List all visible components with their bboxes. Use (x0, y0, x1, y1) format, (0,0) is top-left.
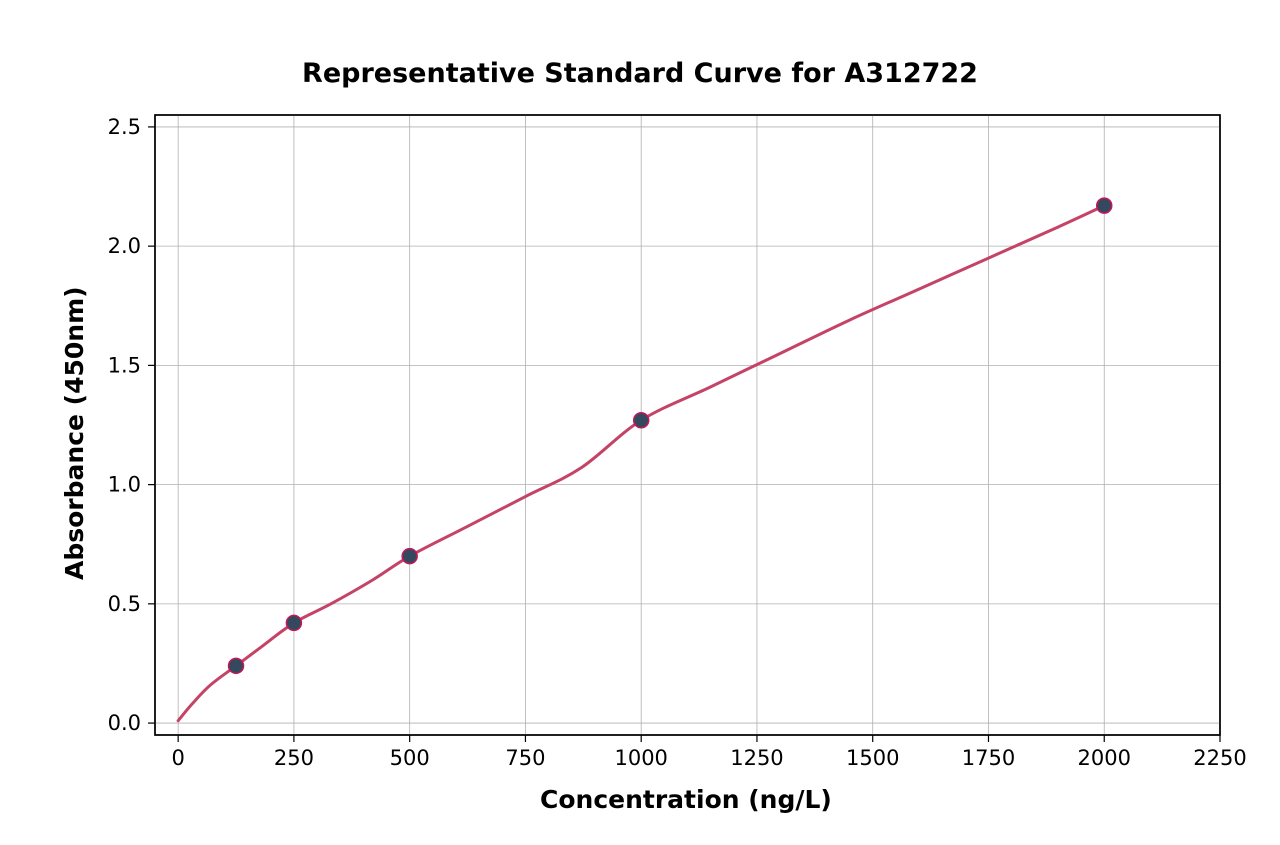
data-point (229, 658, 244, 673)
y-tick-label: 0.0 (108, 711, 141, 735)
y-tick-label: 1.5 (108, 353, 141, 377)
y-tick-label: 1.0 (108, 473, 141, 497)
x-tick-label: 250 (274, 746, 314, 770)
x-tick-label: 750 (505, 746, 545, 770)
y-tick-label: 2.0 (108, 234, 141, 258)
x-tick-label: 0 (171, 746, 184, 770)
y-tick-label: 0.5 (108, 592, 141, 616)
x-tick-label: 1500 (846, 746, 899, 770)
x-tick-label: 1250 (730, 746, 783, 770)
x-tick-label: 1000 (614, 746, 667, 770)
chart-container: Representative Standard Curve for A31272… (0, 0, 1280, 845)
data-point (286, 615, 301, 630)
y-tick-label: 2.5 (108, 115, 141, 139)
x-tick-label: 2000 (1078, 746, 1131, 770)
data-point (402, 549, 417, 564)
data-point (1097, 198, 1112, 213)
x-tick-label: 2250 (1193, 746, 1246, 770)
x-tick-label: 500 (390, 746, 430, 770)
data-point (634, 413, 649, 428)
x-tick-label: 1750 (962, 746, 1015, 770)
chart-svg: 0 250 500 750 1000 1250 1500 1750 2000 2250 0.0 0.5… (0, 0, 1280, 845)
